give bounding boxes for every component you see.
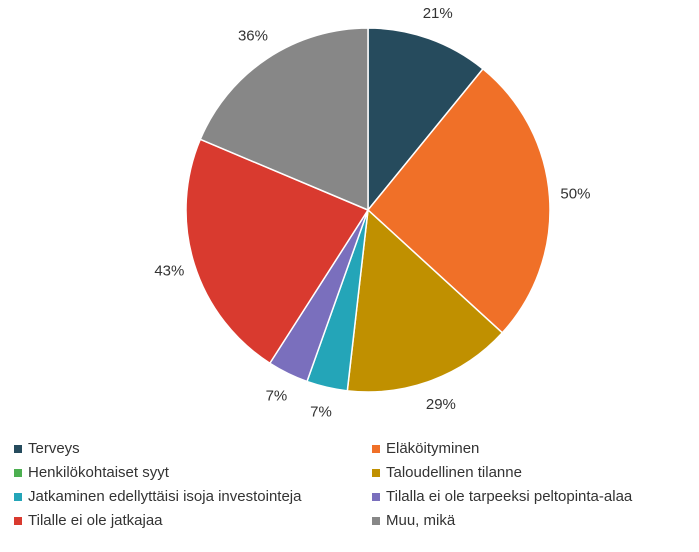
pie-slice [185, 138, 370, 365]
legend-swatch [372, 493, 380, 501]
pie-slice [367, 27, 485, 213]
legend-label: Tilalle ei ole jatkajaa [28, 512, 163, 529]
data-label: 29% [426, 396, 456, 413]
legend-swatch [14, 517, 22, 525]
pie-slice [366, 67, 551, 334]
legend-swatch [14, 469, 22, 477]
legend-swatch [372, 445, 380, 453]
legend-swatch [372, 469, 380, 477]
data-label: 43% [154, 263, 184, 280]
legend-label: Eläköityminen [386, 440, 479, 457]
data-label: 36% [238, 28, 268, 45]
legend-label: Muu, mikä [386, 512, 456, 529]
legend-label: Taloudellinen tilanne [386, 464, 522, 481]
legend-label: Henkilökohtaiset syyt [28, 464, 170, 481]
legend-swatch [14, 445, 22, 453]
legend-label: Tilalla ei ole tarpeeksi peltopinta-alaa [386, 488, 633, 505]
legend-swatch [372, 517, 380, 525]
legend-label: Terveys [28, 440, 80, 457]
pie-slice [346, 208, 504, 393]
legend-label: Jatkaminen edellyttäisi isoja investoint… [28, 488, 302, 505]
data-label: 50% [560, 186, 590, 203]
data-label: 7% [266, 388, 288, 405]
legend-swatch [14, 493, 22, 501]
data-label: 21% [423, 5, 453, 22]
data-label: 7% [310, 404, 332, 421]
pie-slice [199, 27, 369, 212]
